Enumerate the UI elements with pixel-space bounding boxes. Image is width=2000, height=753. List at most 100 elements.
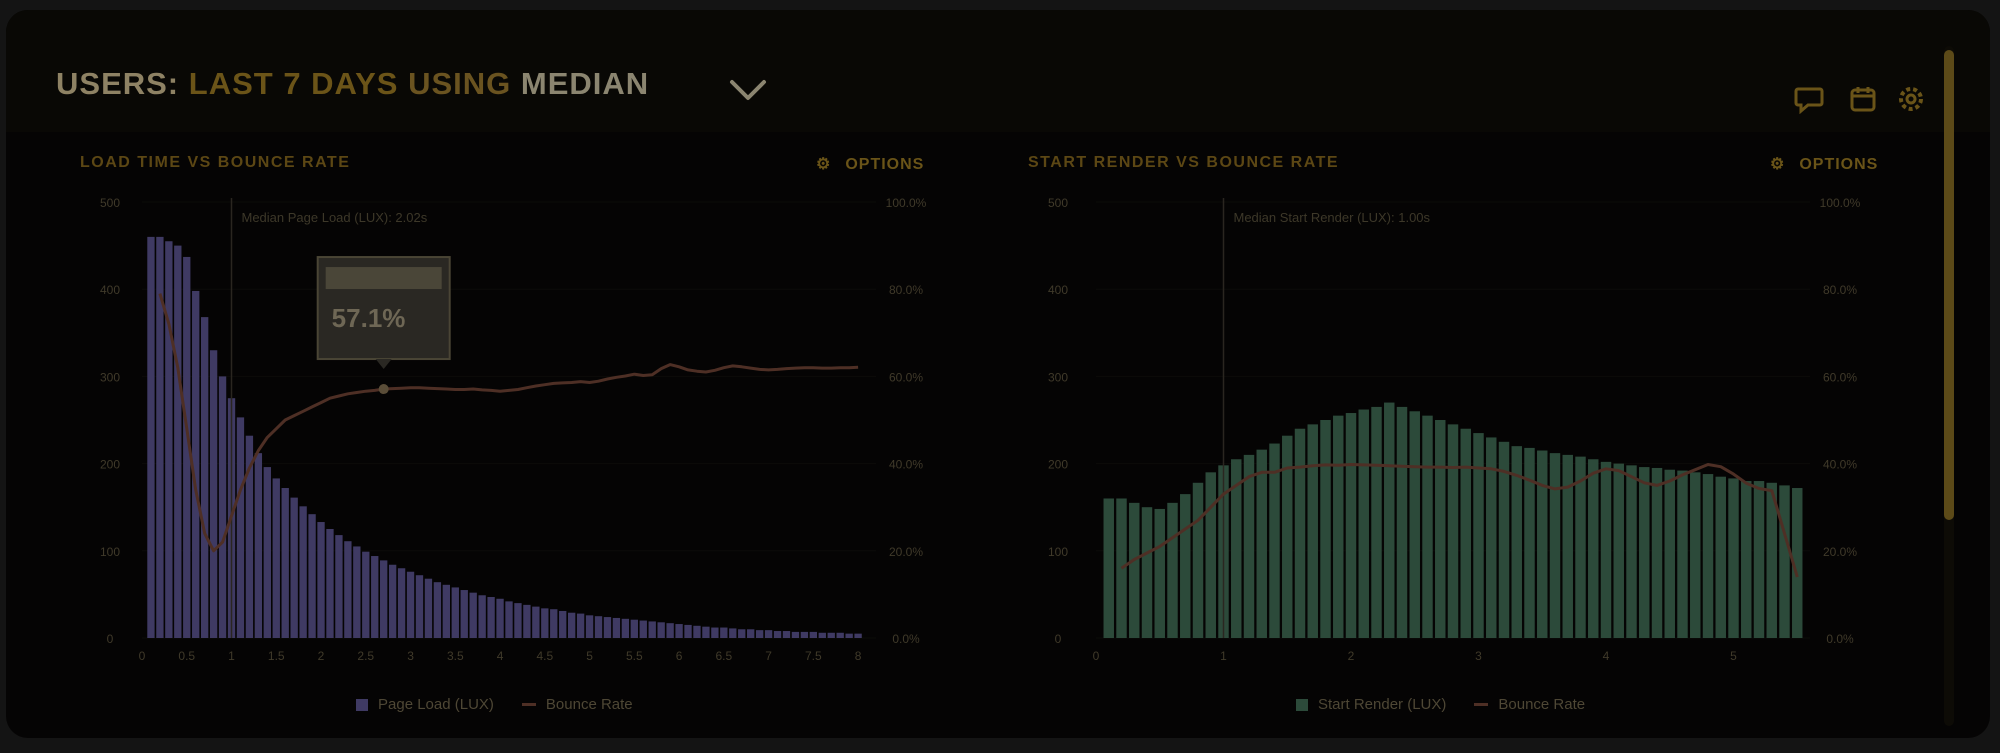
bar bbox=[415, 575, 424, 638]
bar bbox=[1307, 424, 1318, 638]
bar bbox=[612, 617, 621, 638]
bar bbox=[1575, 456, 1586, 638]
bar bbox=[371, 556, 379, 638]
bar bbox=[1664, 469, 1675, 638]
bar bbox=[281, 488, 289, 638]
bar bbox=[559, 610, 567, 638]
bar bbox=[1753, 481, 1765, 638]
bar bbox=[1409, 411, 1420, 638]
bar bbox=[603, 617, 612, 638]
x-tick: 1 bbox=[228, 649, 235, 663]
bar bbox=[272, 478, 280, 638]
bar bbox=[738, 629, 746, 638]
tooltip-marker bbox=[378, 384, 389, 395]
legend-swatch-page-load bbox=[356, 698, 368, 711]
bar bbox=[666, 623, 674, 638]
bar bbox=[800, 631, 809, 638]
chevron-down-icon[interactable] bbox=[728, 76, 768, 106]
y-tick-right: 60.0% bbox=[1823, 370, 1857, 384]
dashboard-frame: USERS: LAST 7 DAYS USING MEDIAN LOAD TIM… bbox=[6, 10, 1990, 738]
bar bbox=[845, 633, 853, 638]
bar bbox=[809, 631, 818, 638]
bar bbox=[183, 256, 191, 638]
x-tick: 1 bbox=[1220, 649, 1227, 663]
bar bbox=[585, 615, 594, 638]
bar bbox=[380, 560, 388, 638]
y-tick-right: 80.0% bbox=[889, 283, 923, 297]
start-render-chart: 0 100 200 300 400 500 0.0% 20.0% 40.0% 60.0% 80.0%… bbox=[1048, 196, 1861, 663]
bar bbox=[1231, 459, 1242, 638]
bar bbox=[648, 621, 656, 638]
title-date-range[interactable]: LAST 7 DAYS bbox=[188, 66, 399, 101]
bar bbox=[1345, 413, 1357, 638]
legend-label-start-render: Start Render (LUX) bbox=[1318, 696, 1447, 713]
bar bbox=[639, 620, 647, 638]
bar bbox=[397, 568, 406, 638]
bar bbox=[657, 622, 665, 638]
x-tick: 4.5 bbox=[536, 649, 553, 663]
bar bbox=[630, 619, 638, 638]
median-label: Median Start Render (LUX): 1.00s bbox=[1234, 210, 1431, 225]
x-tick: 1.5 bbox=[268, 649, 285, 663]
bar bbox=[1205, 472, 1216, 638]
y-tick-right: 20.0% bbox=[1823, 545, 1857, 559]
bar bbox=[1613, 463, 1624, 638]
settings-icon[interactable] bbox=[1896, 84, 1926, 114]
y-tick-left: 0 bbox=[107, 632, 114, 646]
bar bbox=[326, 529, 334, 638]
bar bbox=[1728, 478, 1739, 638]
y-tick-left: 100 bbox=[100, 545, 120, 559]
options-button-start-render[interactable]: ⚙ OPTIONS bbox=[1770, 154, 1878, 174]
title-metric[interactable]: MEDIAN bbox=[520, 66, 650, 101]
chat-icon[interactable] bbox=[1794, 84, 1824, 114]
bar bbox=[1333, 415, 1344, 638]
bar bbox=[567, 612, 576, 638]
y-tick-left: 500 bbox=[1048, 196, 1068, 210]
x-tick: 4 bbox=[1603, 649, 1610, 663]
options-button-load-time[interactable]: ⚙ OPTIONS bbox=[816, 154, 924, 174]
bar bbox=[1511, 446, 1522, 638]
legend-swatch-start-render bbox=[1296, 698, 1308, 711]
bar bbox=[254, 453, 263, 638]
bar bbox=[496, 598, 504, 638]
bar bbox=[1103, 498, 1114, 638]
y-tick-right: 100.0% bbox=[1820, 196, 1861, 210]
bar bbox=[1371, 406, 1382, 638]
options-label: OPTIONS bbox=[845, 156, 925, 173]
bar bbox=[1639, 467, 1650, 638]
bar bbox=[1741, 481, 1752, 638]
bar bbox=[209, 350, 218, 638]
legend-label-bounce: Bounce Rate bbox=[545, 696, 633, 713]
y-tick-left: 200 bbox=[1048, 458, 1068, 472]
bar bbox=[263, 467, 271, 638]
title-users: USERS: bbox=[56, 66, 180, 101]
y-tick-right: 40.0% bbox=[1823, 458, 1857, 472]
bar bbox=[1651, 467, 1663, 638]
y-tick-right: 40.0% bbox=[889, 458, 923, 472]
y-tick-right: 60.0% bbox=[889, 370, 923, 384]
tooltip-header bbox=[325, 267, 442, 290]
bar bbox=[791, 631, 800, 638]
dashboard-title[interactable]: USERS: LAST 7 DAYS USING MEDIAN bbox=[56, 66, 649, 102]
bar bbox=[747, 629, 755, 638]
bar bbox=[1702, 474, 1714, 638]
x-tick: 8 bbox=[855, 649, 862, 663]
bar bbox=[532, 606, 540, 638]
bar bbox=[469, 592, 477, 638]
bar bbox=[1473, 433, 1484, 638]
bar bbox=[1116, 498, 1127, 638]
x-tick: 7.5 bbox=[805, 649, 822, 663]
panel-title-load-time: LOAD TIME VS BOUNCE RATE bbox=[80, 154, 351, 171]
bar bbox=[1766, 482, 1777, 638]
bar bbox=[541, 608, 549, 638]
gear-icon: ⚙ bbox=[816, 156, 832, 173]
x-tick: 0 bbox=[139, 649, 146, 663]
calendar-icon[interactable] bbox=[1848, 84, 1878, 114]
bar bbox=[505, 601, 513, 638]
bar bbox=[1269, 443, 1280, 638]
bar bbox=[1256, 449, 1267, 638]
bar bbox=[388, 564, 397, 638]
scrollbar-thumb[interactable] bbox=[1944, 50, 1954, 520]
bar bbox=[406, 571, 415, 638]
y-tick-right: 0.0% bbox=[892, 632, 920, 646]
